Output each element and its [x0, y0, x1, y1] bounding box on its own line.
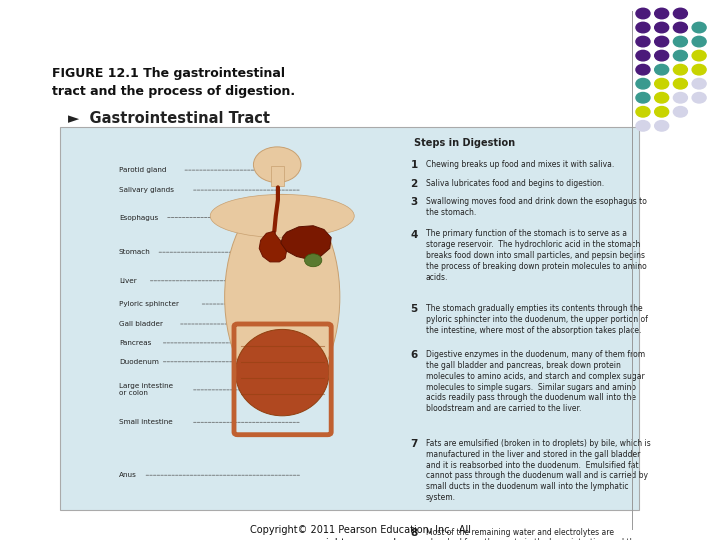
Text: ►  Gastrointestinal Tract: ► Gastrointestinal Tract: [68, 111, 271, 126]
Circle shape: [673, 64, 688, 75]
Circle shape: [692, 22, 706, 33]
Text: 7: 7: [410, 439, 418, 449]
Circle shape: [654, 50, 669, 61]
Polygon shape: [281, 226, 331, 259]
Circle shape: [692, 92, 706, 103]
Circle shape: [654, 36, 669, 47]
Text: Pancreas: Pancreas: [119, 340, 151, 346]
Text: Anus: Anus: [119, 472, 137, 478]
Text: 8: 8: [410, 528, 418, 538]
Circle shape: [692, 78, 706, 89]
Circle shape: [654, 78, 669, 89]
Circle shape: [636, 78, 650, 89]
Text: FIGURE 12.1 The gastrointestinal
tract and the process of digestion.: FIGURE 12.1 The gastrointestinal tract a…: [52, 68, 295, 98]
Text: Duodenum: Duodenum: [119, 359, 158, 365]
Text: Salivary glands: Salivary glands: [119, 187, 174, 193]
Circle shape: [654, 64, 669, 75]
Text: Small intestine: Small intestine: [119, 419, 173, 426]
Circle shape: [692, 50, 706, 61]
Circle shape: [636, 106, 650, 117]
Circle shape: [636, 92, 650, 103]
Circle shape: [654, 8, 669, 19]
Text: Swallowing moves food and drink down the esophagus to
the stomach.: Swallowing moves food and drink down the…: [426, 197, 647, 217]
Bar: [60, 127, 639, 510]
Circle shape: [673, 8, 688, 19]
Polygon shape: [259, 231, 287, 262]
Circle shape: [636, 64, 650, 75]
Circle shape: [636, 50, 650, 61]
Text: Steps in Digestion: Steps in Digestion: [414, 138, 515, 148]
Text: The primary function of the stomach is to serve as a
storage reservoir.  The hyd: The primary function of the stomach is t…: [426, 230, 647, 281]
Circle shape: [673, 106, 688, 117]
Text: Esophagus: Esophagus: [119, 214, 158, 221]
Text: Liver: Liver: [119, 278, 137, 284]
Text: 2: 2: [410, 179, 418, 189]
Circle shape: [636, 36, 650, 47]
Circle shape: [692, 64, 706, 75]
Circle shape: [654, 106, 669, 117]
Text: Pyloric sphincter: Pyloric sphincter: [119, 301, 179, 307]
Circle shape: [636, 22, 650, 33]
Circle shape: [636, 8, 650, 19]
Text: Stomach: Stomach: [119, 249, 150, 255]
Text: 6: 6: [410, 350, 418, 361]
Circle shape: [673, 92, 688, 103]
Text: Parotid gland: Parotid gland: [119, 167, 166, 173]
Ellipse shape: [225, 194, 340, 400]
Circle shape: [654, 120, 669, 131]
Circle shape: [673, 78, 688, 89]
Circle shape: [636, 120, 650, 131]
Text: Digestive enzymes in the duodenum, many of them from
the gall bladder and pancre: Digestive enzymes in the duodenum, many …: [426, 350, 644, 413]
Circle shape: [692, 36, 706, 47]
Bar: [271, 166, 284, 186]
Text: Fats are emulsified (broken in to droplets) by bile, which is
manufactured in th: Fats are emulsified (broken in to drople…: [426, 439, 650, 502]
Ellipse shape: [210, 194, 354, 238]
Text: Most of the remaining water and electrolytes are
absorbed from the waste in the : Most of the remaining water and electrol…: [426, 528, 639, 540]
Text: 1: 1: [410, 160, 418, 171]
Circle shape: [673, 36, 688, 47]
Text: Copyright© 2011 Pearson Education, Inc.  All
rights reserved.: Copyright© 2011 Pearson Education, Inc. …: [250, 525, 470, 540]
Circle shape: [673, 22, 688, 33]
Ellipse shape: [235, 329, 329, 416]
Text: 3: 3: [410, 197, 418, 207]
Circle shape: [654, 92, 669, 103]
Text: Gall bladder: Gall bladder: [119, 321, 163, 327]
Text: 5: 5: [410, 304, 418, 314]
Text: The stomach gradually empties its contents through the
pyloric sphincter into th: The stomach gradually empties its conten…: [426, 304, 647, 334]
Circle shape: [654, 22, 669, 33]
Circle shape: [253, 147, 301, 183]
Circle shape: [305, 254, 322, 267]
Text: 4: 4: [410, 230, 418, 240]
Circle shape: [673, 50, 688, 61]
Text: Chewing breaks up food and mixes it with saliva.: Chewing breaks up food and mixes it with…: [426, 160, 613, 170]
Text: Saliva lubricates food and begins to digestion.: Saliva lubricates food and begins to dig…: [426, 179, 603, 188]
Text: Large intestine
or colon: Large intestine or colon: [119, 383, 173, 396]
